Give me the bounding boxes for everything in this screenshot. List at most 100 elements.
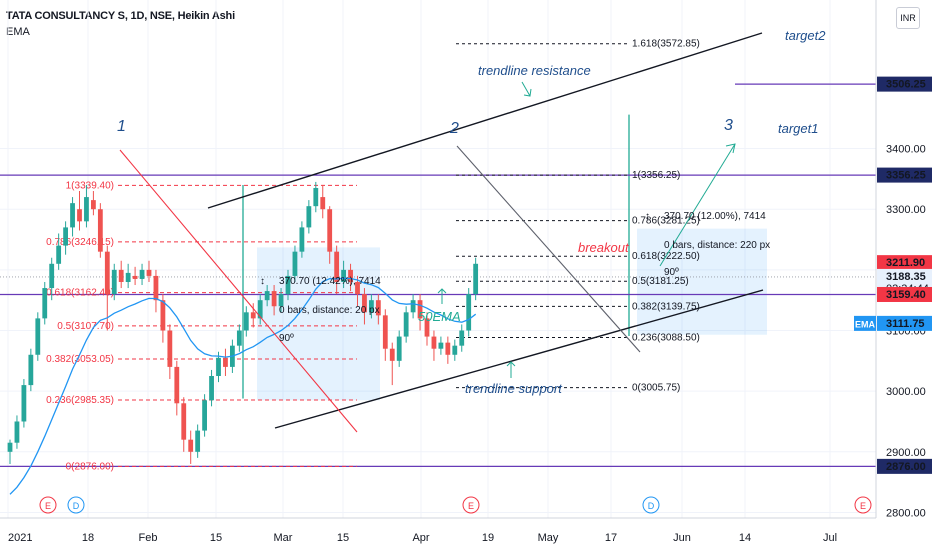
measure-box-right xyxy=(637,228,767,335)
candle-body xyxy=(97,209,103,252)
candle-body xyxy=(223,357,228,367)
candle-body xyxy=(84,197,89,222)
wave-label-2: 2 xyxy=(449,120,459,137)
x-tick-label: Jul xyxy=(823,532,837,544)
y-tick-label: 2900.00 xyxy=(886,447,926,459)
arrow-50ema xyxy=(437,288,447,304)
event-marker xyxy=(462,496,480,514)
candle-body xyxy=(320,197,326,210)
candle-body xyxy=(327,209,333,252)
x-tick-label: May xyxy=(538,532,559,544)
x-tick-label: Mar xyxy=(274,532,293,544)
trendline-support xyxy=(274,289,764,429)
event-marker-label: E xyxy=(860,501,866,511)
candles xyxy=(7,181,479,464)
candle-body xyxy=(14,421,20,443)
chart-title: TATA CONSULTANCY S, 1D, NSE, Heikin Ashi xyxy=(6,10,235,22)
fib-left-label: 0.236(2985.35) xyxy=(46,395,114,406)
fib-left-label: 1(3339.40) xyxy=(66,180,114,191)
event-marker xyxy=(39,496,57,514)
candle-body xyxy=(403,312,409,337)
arrow-support xyxy=(506,361,516,378)
fib-right-label: 0.786(3281.25) xyxy=(632,216,700,227)
price-label-text: 3159.40 xyxy=(886,289,926,301)
candle-body xyxy=(160,300,166,331)
candle-body xyxy=(167,330,173,367)
candle-body xyxy=(375,300,381,316)
candle-body xyxy=(431,336,437,349)
wave-label-1: 1 xyxy=(117,118,126,135)
candle-body xyxy=(257,300,263,319)
projection-arrow xyxy=(659,143,736,267)
price-label-text: 2876.00 xyxy=(886,461,926,473)
fib-left-label: 0.5(3107.70) xyxy=(57,321,114,332)
x-tick-label: 14 xyxy=(739,532,751,544)
candle-body xyxy=(278,294,284,307)
candle-body xyxy=(195,430,201,452)
fib-right-label: 0.5(3181.25) xyxy=(632,276,689,287)
candle-body xyxy=(348,269,353,282)
y-tick-label: 2800.00 xyxy=(886,507,926,519)
note-trendline-support: trendline support xyxy=(465,381,563,396)
price-label-bg xyxy=(877,255,932,271)
downtrend-line-right xyxy=(456,145,641,353)
candle-body xyxy=(56,245,62,264)
candle-body xyxy=(264,291,270,301)
measure-left-price: 370.70 (12.42%), 7414 xyxy=(279,276,381,287)
candle-body xyxy=(236,330,242,346)
candle-body xyxy=(209,375,214,401)
measure-right-distance: 0 bars, distance: 220 px xyxy=(664,240,770,251)
candle-body xyxy=(49,263,55,289)
currency-button[interactable]: INR xyxy=(896,7,920,29)
candle-body xyxy=(459,330,465,346)
x-tick-label: Jun xyxy=(673,532,691,544)
trendlines xyxy=(119,32,764,433)
candle-body xyxy=(153,275,159,301)
candle-body xyxy=(466,294,472,331)
candle-body xyxy=(250,312,256,319)
note-breakout: breakout xyxy=(578,240,630,255)
x-tick-label: 15 xyxy=(337,532,349,544)
trendline-resistance xyxy=(207,32,763,209)
candle-body xyxy=(424,318,430,337)
note-target2: target2 xyxy=(785,28,826,43)
candle-body xyxy=(77,209,82,222)
price-label-bg xyxy=(877,315,932,331)
candle-body xyxy=(306,206,312,228)
candle-body xyxy=(63,227,68,246)
candle-body xyxy=(334,251,340,282)
candle-body xyxy=(7,442,13,452)
fib-right-label: 1.618(3572.85) xyxy=(632,39,700,50)
candle-body xyxy=(382,315,388,349)
candle-body xyxy=(417,300,423,319)
ema-tag-bg xyxy=(854,315,876,331)
ema-line xyxy=(9,277,477,495)
fib-right-label: 0(3005.75) xyxy=(632,383,680,394)
event-marker-label: D xyxy=(648,501,655,511)
x-tick-label: 2021 xyxy=(8,532,32,544)
drawing-shapes xyxy=(242,114,767,401)
candle-body xyxy=(299,227,305,252)
y-tick-label: 3000.00 xyxy=(886,386,926,398)
candle-body xyxy=(21,385,27,422)
indicator-label[interactable]: EMA xyxy=(6,26,30,38)
x-tick-label: 19 xyxy=(482,532,494,544)
candle-body xyxy=(216,357,221,376)
candle-body xyxy=(42,288,48,319)
fib-retracements: 1(3339.40) 0.786(3246.15) 0.618(3162.40) 0.… xyxy=(46,39,700,473)
event-marker xyxy=(642,496,660,514)
time-axis: 2021 18 Feb 15 Mar 15 Apr 19 May 17 Jun 14 Jul xyxy=(0,517,876,544)
fib-right-label: 0.236(3088.50) xyxy=(632,332,700,343)
measure-left-angle: 90º xyxy=(279,333,294,344)
candle-body xyxy=(118,269,124,282)
x-tick-label: 17 xyxy=(605,532,617,544)
candle-body xyxy=(473,263,479,295)
price-label-bg xyxy=(877,167,932,183)
candle-body xyxy=(271,291,277,307)
projection-arrow-head xyxy=(725,143,736,154)
price-label-text: 3356.25 xyxy=(886,170,926,182)
arrow-resistance xyxy=(521,81,532,97)
event-marker-label: E xyxy=(468,501,474,511)
